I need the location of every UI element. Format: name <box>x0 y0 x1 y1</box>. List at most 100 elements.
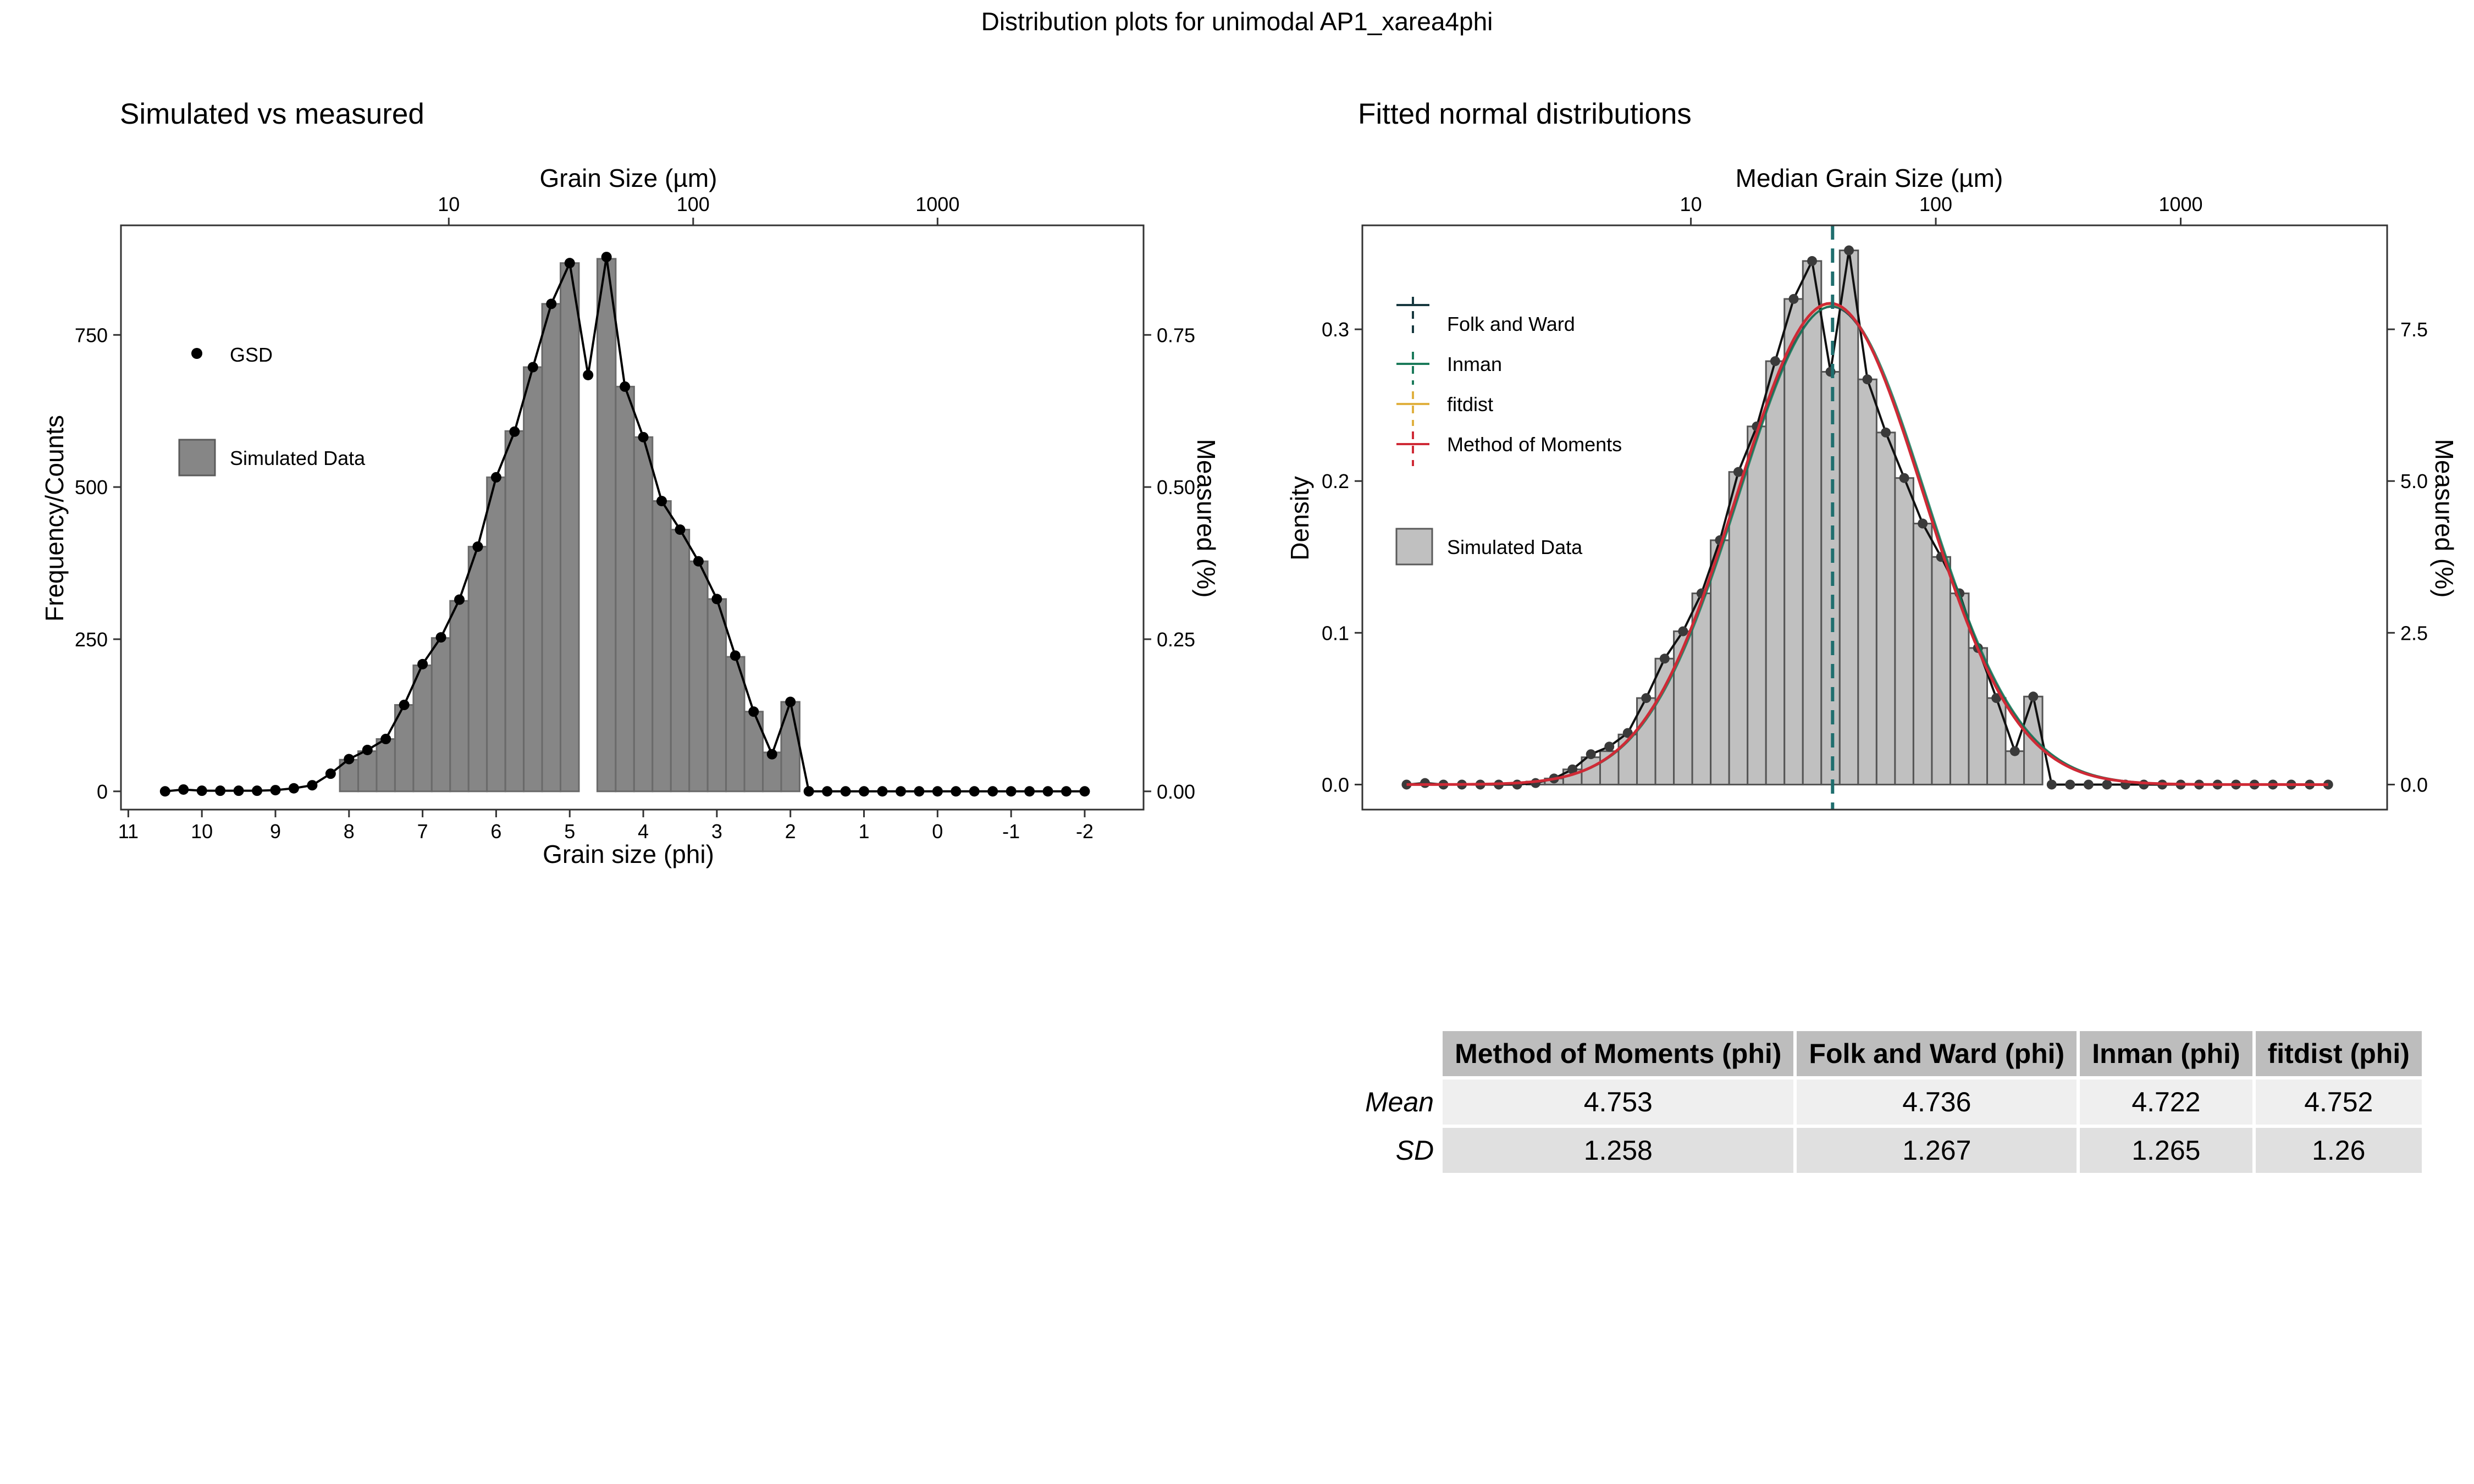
right-gsd-point <box>1881 427 1891 438</box>
right-histogram-bar <box>1931 556 1951 785</box>
right-gsd-point <box>1604 741 1615 752</box>
table-row: SD 1.258 1.267 1.265 1.26 <box>1353 1128 2422 1173</box>
right-gsd-point <box>1401 779 1412 790</box>
left-y-tick-label: 0 <box>97 780 108 803</box>
left-histogram-bar <box>615 385 635 793</box>
left-gsd-point <box>730 650 741 661</box>
table-cell: 4.753 <box>1443 1079 1794 1125</box>
right-y-tick-label: 0.1 <box>1322 622 1349 644</box>
left-gsd-point <box>638 431 649 442</box>
left-histogram-bar <box>780 701 800 793</box>
right-histogram-bar <box>1691 593 1712 785</box>
left-x-tick-label: 10 <box>191 820 213 843</box>
legend-simulated-symbol <box>178 439 216 477</box>
right-histogram-bar <box>1765 360 1786 785</box>
left-gsd-point <box>620 381 631 392</box>
left-top-x-tick-label: 100 <box>677 193 710 215</box>
table-cell: 1.267 <box>1797 1128 2077 1173</box>
left-gsd-point <box>932 786 943 797</box>
left-gsd-point <box>748 706 759 717</box>
right-histogram-bar <box>1728 471 1749 785</box>
table-corner <box>1353 1031 1439 1076</box>
right-gsd-point <box>1641 693 1652 704</box>
legend-simulated-label: Simulated Data <box>230 447 366 469</box>
left-gsd-point <box>822 786 833 797</box>
left-gsd-point <box>454 594 465 605</box>
right-right-y-tick-label: 7.5 <box>2400 318 2428 341</box>
left-gsd-point <box>362 744 373 755</box>
left-histogram-bar <box>560 262 580 793</box>
table-cell: 1.265 <box>2080 1128 2252 1173</box>
right-gsd-point <box>1733 467 1743 477</box>
left-histogram-bar <box>375 738 396 793</box>
right-y-tick-label: 0.3 <box>1322 318 1349 341</box>
table-header: Folk and Ward (phi) <box>1797 1031 2077 1076</box>
left-histogram-bar <box>670 529 691 793</box>
left-gsd-point <box>711 594 722 605</box>
right-gsd-point <box>1899 473 1909 483</box>
right-gsd-point <box>1586 749 1596 760</box>
legend-mom-label: Method of Moments <box>1447 433 1622 456</box>
left-chart-ylabel: Frequency/Counts <box>40 415 69 622</box>
left-x-tick-label: 9 <box>270 820 281 843</box>
right-gsd-point <box>1622 728 1633 738</box>
right-gsd-point <box>1844 245 1854 256</box>
left-gsd-point <box>951 786 962 797</box>
legend-simulated-label: Simulated Data <box>1447 536 1583 558</box>
right-plot-frame <box>1361 224 2388 811</box>
right-histogram-bar <box>1802 260 1823 785</box>
left-gsd-point <box>785 696 796 707</box>
left-gsd-point <box>675 524 686 535</box>
right-gsd-point <box>2102 779 2112 790</box>
left-x-tick-label: 11 <box>118 820 139 843</box>
left-chart-right-ylabel: Measured (%) <box>1192 439 1221 598</box>
table-cell: 4.736 <box>1797 1079 2077 1125</box>
left-right-y-tick-label: 0.50 <box>1157 476 1195 499</box>
right-gsd-point <box>2028 691 2039 702</box>
right-gsd-point <box>1678 626 1688 636</box>
right-chart-top-xlabel: Median Grain Size (µm) <box>1736 164 2003 192</box>
left-gsd-point <box>895 786 906 797</box>
right-histogram-bar <box>1710 539 1730 785</box>
left-gsd-point <box>1006 786 1017 797</box>
left-histogram-bar <box>412 665 433 793</box>
left-histogram-bar <box>633 436 654 793</box>
right-gsd-point <box>1420 778 1430 788</box>
right-histogram-bar <box>1875 431 1896 785</box>
right-top-x-tick-label: 10 <box>1680 193 1702 215</box>
left-x-tick-label: 3 <box>711 820 722 843</box>
left-gsd-point <box>196 785 207 796</box>
right-histogram-bar <box>1783 298 1804 785</box>
left-chart-subtitle: Simulated vs measured <box>120 98 424 130</box>
left-x-tick-label: -1 <box>1002 820 1020 843</box>
left-gsd-point <box>601 252 612 263</box>
left-x-tick-label: 1 <box>858 820 869 843</box>
left-histogram-bar <box>430 637 451 793</box>
left-gsd-point <box>178 784 189 795</box>
left-gsd-point <box>159 786 170 797</box>
left-chart-legend: GSD Simulated Data <box>178 344 366 477</box>
left-histogram-bar <box>504 430 525 793</box>
right-chart-subtitle: Fitted normal distributions <box>1358 98 1692 130</box>
left-gsd-point <box>1042 786 1053 797</box>
left-gsd-point <box>859 786 870 797</box>
right-gsd-point <box>1862 374 1873 385</box>
left-gsd-point <box>380 734 391 745</box>
left-gsd-point <box>215 785 226 796</box>
right-y-tick-label: 0.2 <box>1322 470 1349 492</box>
legend-folk-ward-label: Folk and Ward <box>1447 313 1575 335</box>
left-gsd-point <box>288 783 299 794</box>
left-gsd-point <box>252 785 263 796</box>
left-gsd-point <box>693 556 704 567</box>
left-gsd-point <box>564 258 575 269</box>
left-gsd-point <box>399 700 410 711</box>
right-chart-ylabel: Density <box>1285 476 1314 560</box>
row-label: Mean <box>1365 1087 1434 1117</box>
table-row: Mean 4.753 4.736 4.722 4.752 <box>1353 1079 2422 1125</box>
left-x-tick-label: 7 <box>417 820 428 843</box>
left-right-y-tick-label: 0.00 <box>1157 780 1195 803</box>
right-histogram-bar <box>2004 750 2025 785</box>
right-histogram-bar <box>1857 378 1877 785</box>
table-cell: 4.752 <box>2255 1079 2422 1125</box>
